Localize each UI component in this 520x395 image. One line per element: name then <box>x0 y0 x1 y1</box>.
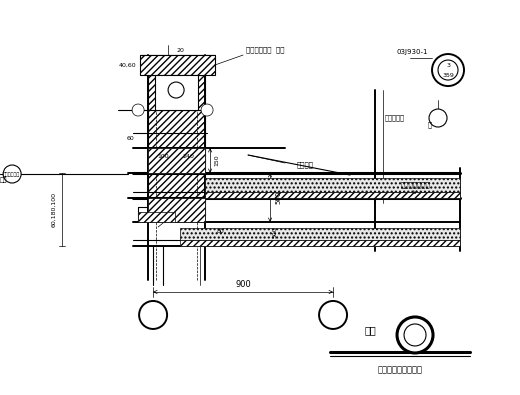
Bar <box>180 240 460 246</box>
Text: 60,180,100: 60,180,100 <box>51 192 57 227</box>
Bar <box>148 198 205 222</box>
Text: 359: 359 <box>442 73 454 77</box>
Text: 80: 80 <box>216 229 224 235</box>
Text: 做法详见节点: 做法详见节点 <box>3 171 20 177</box>
Text: 3: 3 <box>446 62 450 68</box>
Text: 40,60: 40,60 <box>119 62 136 68</box>
Text: 500: 500 <box>275 191 281 204</box>
Text: 60: 60 <box>126 135 134 141</box>
Circle shape <box>168 82 184 98</box>
Text: 水落石管卧板  见见: 水落石管卧板 见见 <box>246 47 284 53</box>
Circle shape <box>201 104 213 116</box>
Bar <box>148 75 205 215</box>
Circle shape <box>139 301 167 329</box>
Text: 高防膨胀: 高防膨胀 <box>296 162 314 168</box>
Text: 20: 20 <box>176 47 184 53</box>
Bar <box>138 212 175 222</box>
Text: 03J930-1: 03J930-1 <box>397 49 428 55</box>
Text: 240: 240 <box>182 154 194 158</box>
Circle shape <box>319 301 347 329</box>
Bar <box>148 148 205 173</box>
Circle shape <box>3 165 21 183</box>
Bar <box>155 75 198 110</box>
Circle shape <box>438 60 458 80</box>
Bar <box>180 228 460 240</box>
Text: 100: 100 <box>157 154 169 158</box>
Bar <box>205 192 460 198</box>
Text: 性能见节点: 性能见节点 <box>385 115 405 121</box>
Circle shape <box>404 324 426 346</box>
Text: 材: 材 <box>428 122 432 128</box>
Text: 150: 150 <box>215 155 219 166</box>
Bar <box>205 178 460 192</box>
Bar <box>140 55 215 75</box>
Circle shape <box>397 317 433 353</box>
Circle shape <box>132 104 144 116</box>
Text: 做法: 做法 <box>0 177 7 183</box>
Text: 节点: 节点 <box>364 325 376 335</box>
Circle shape <box>429 109 447 127</box>
Text: 标准层飘窗顶面: 标准层飘窗顶面 <box>400 182 430 188</box>
Text: 900: 900 <box>235 280 251 290</box>
Text: 500: 500 <box>272 226 278 238</box>
Circle shape <box>432 54 464 86</box>
Text: 山墙标准层飘窗详图: 山墙标准层飘窗详图 <box>378 365 423 374</box>
